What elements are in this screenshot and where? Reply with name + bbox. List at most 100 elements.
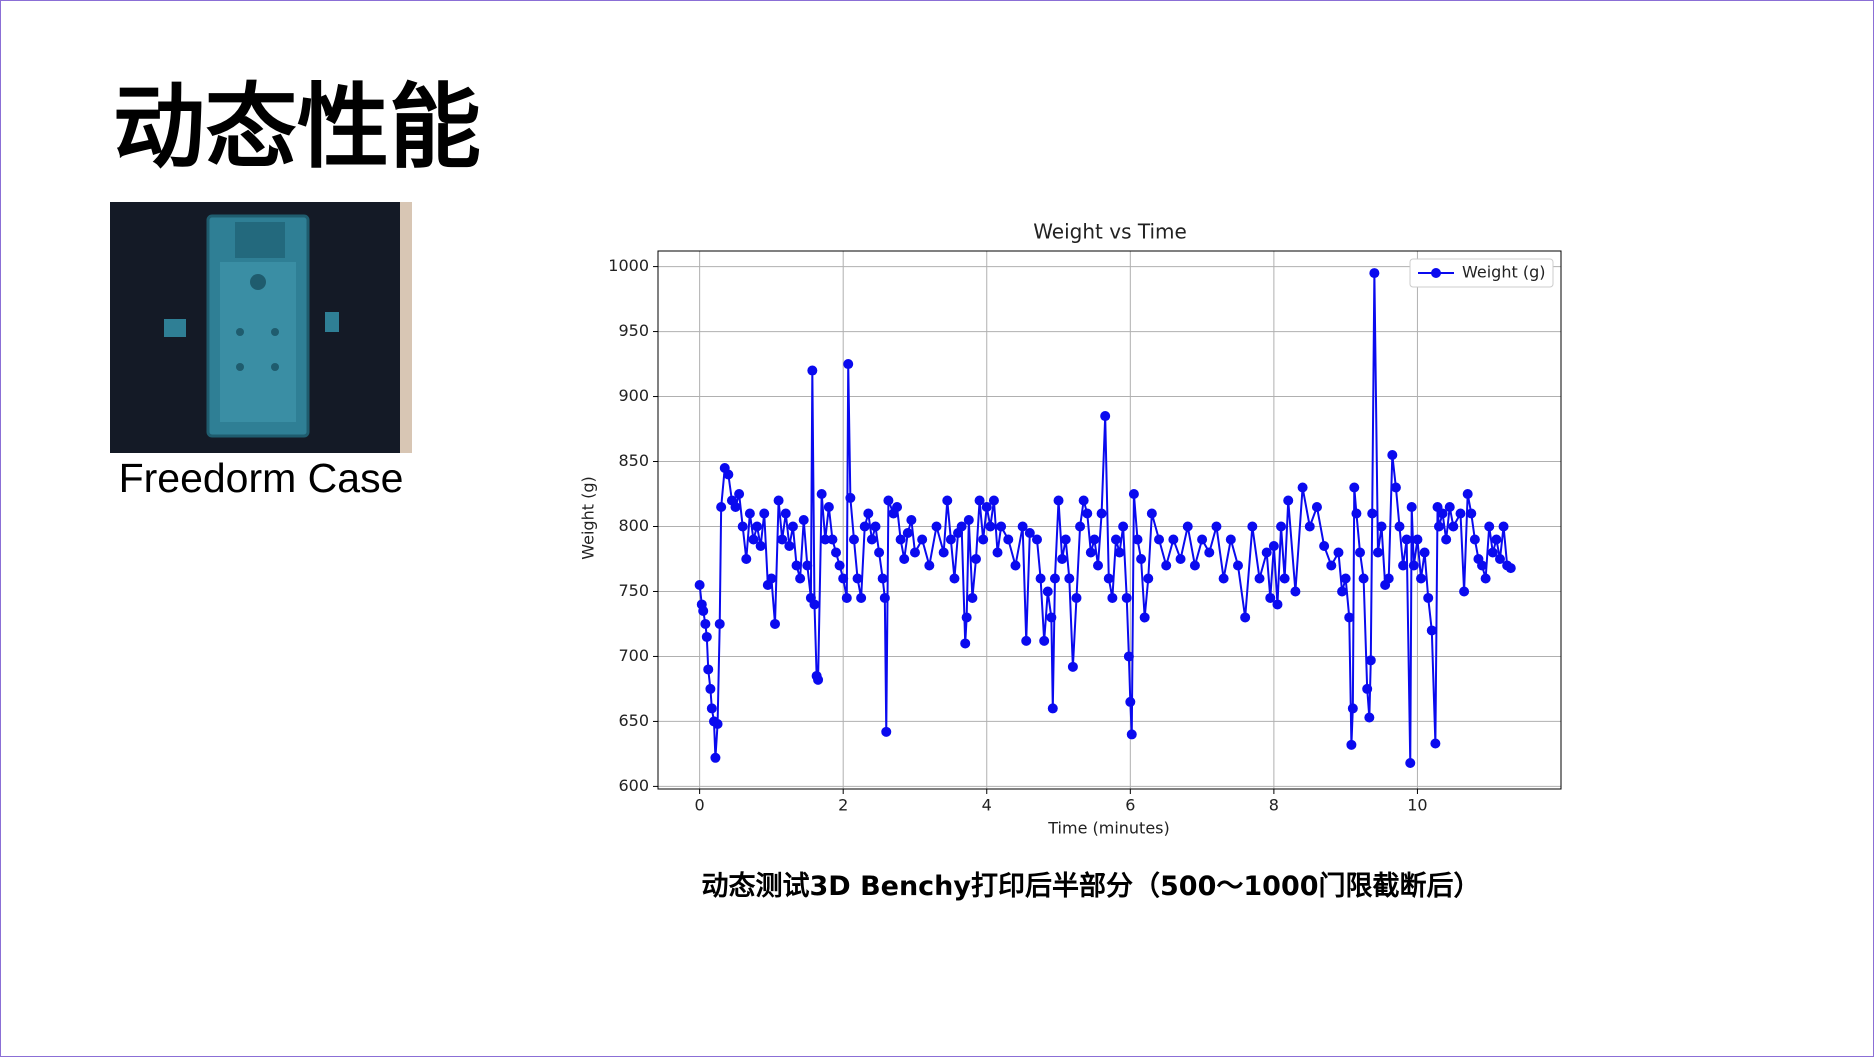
data-point (1477, 560, 1488, 571)
data-point (949, 573, 960, 584)
data-point (848, 534, 859, 545)
data-point (1408, 560, 1419, 571)
x-tick-label: 2 (838, 796, 848, 815)
data-point (1182, 521, 1193, 532)
data-point (1333, 547, 1344, 558)
data-point (1071, 592, 1082, 603)
data-point (1143, 573, 1154, 584)
data-point (795, 573, 806, 584)
data-point (1085, 547, 1096, 558)
data-point (813, 674, 824, 685)
data-point (895, 534, 906, 545)
data-point (877, 573, 888, 584)
y-tick-label: 900 (618, 386, 649, 405)
data-point (1265, 592, 1276, 603)
data-point (1175, 553, 1186, 564)
slide-title: 动态性能 (113, 74, 482, 181)
data-point (1082, 508, 1093, 519)
data-point (823, 502, 834, 513)
data-point (1369, 268, 1380, 279)
data-point (1365, 655, 1376, 666)
data-point (1021, 635, 1032, 646)
data-point (1272, 599, 1283, 610)
data-point (938, 547, 949, 558)
data-line (698, 273, 1512, 764)
data-point (1337, 586, 1348, 597)
data-point (852, 573, 863, 584)
data-point (1057, 553, 1068, 564)
data-point (1225, 534, 1236, 545)
data-point (899, 553, 910, 564)
data-point (831, 547, 842, 558)
data-point (1254, 573, 1265, 584)
data-point (1046, 612, 1057, 623)
data-point (1039, 635, 1050, 646)
data-point (917, 534, 928, 545)
data-point (963, 515, 974, 525)
data-point (1406, 502, 1417, 513)
data-point (970, 553, 981, 564)
data-point (1364, 712, 1375, 723)
data-point (902, 527, 913, 538)
data-point (1096, 508, 1107, 519)
data-point (981, 502, 992, 513)
data-point (777, 534, 788, 545)
data-point (1484, 521, 1495, 532)
data-point (874, 547, 885, 558)
data-point (924, 560, 935, 571)
y-tick-label: 800 (618, 516, 649, 535)
data-point (1487, 547, 1498, 558)
data-point (843, 359, 854, 370)
data-point (945, 534, 956, 545)
data-point (1247, 521, 1258, 532)
data-point (996, 521, 1007, 532)
legend-label: Weight (g) (1462, 263, 1545, 282)
data-point (1211, 521, 1222, 532)
data-point (1362, 683, 1373, 694)
data-point (1505, 563, 1516, 574)
y-tick-label: 1000 (608, 256, 649, 275)
data-point (1168, 534, 1179, 545)
data-point (752, 521, 763, 532)
data-point (1197, 534, 1208, 545)
y-tick-label: 750 (618, 581, 649, 600)
data-point (1459, 586, 1470, 597)
data-point (1441, 534, 1452, 545)
data-point (845, 492, 856, 503)
data-point (1358, 573, 1369, 584)
data-point (1394, 521, 1405, 532)
data-point (1125, 696, 1136, 707)
data-point (1060, 534, 1071, 545)
data-point (1376, 521, 1387, 532)
data-point (1218, 573, 1229, 584)
data-point (1067, 661, 1078, 672)
y-tick-label: 650 (618, 711, 649, 730)
y-axis-label: Weight (g) (579, 476, 598, 559)
data-point (1416, 573, 1427, 584)
data-point (807, 365, 818, 376)
data-point (1268, 540, 1279, 551)
data-point (827, 534, 838, 545)
photo (110, 202, 412, 453)
data-point (766, 573, 777, 584)
data-point (694, 579, 705, 590)
data-point (863, 508, 874, 519)
data-point (1351, 508, 1362, 519)
data-point (1240, 612, 1251, 623)
data-point (1326, 560, 1337, 571)
data-point (906, 515, 917, 525)
data-point (1118, 521, 1129, 532)
data-point (1136, 553, 1147, 564)
data-point (1387, 450, 1398, 461)
data-point (1355, 547, 1366, 558)
x-tick-label: 6 (1125, 796, 1135, 815)
x-tick-label: 10 (1407, 796, 1427, 815)
chart-title: Weight vs Time (1033, 220, 1187, 244)
data-point (802, 560, 813, 571)
data-point (1455, 508, 1466, 519)
data-point (1035, 573, 1046, 584)
data-point (1466, 508, 1477, 519)
data-point (1346, 739, 1357, 750)
data-point (698, 605, 709, 616)
data-point (1078, 495, 1089, 506)
